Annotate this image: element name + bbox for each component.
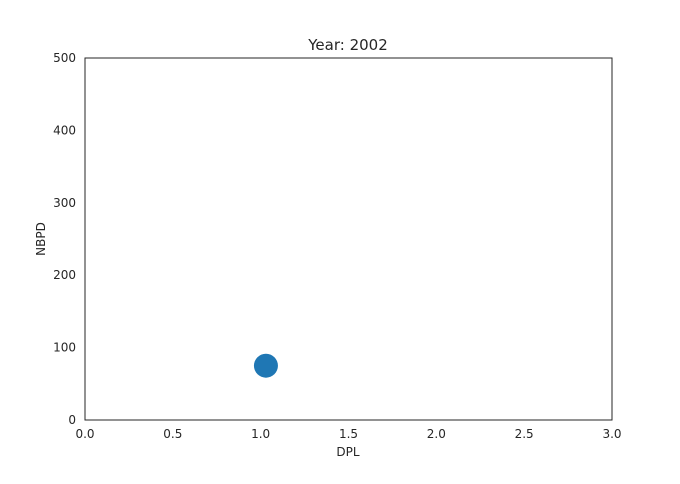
data-point <box>253 353 278 378</box>
y-tick-label: 200 <box>53 268 76 282</box>
x-tick-label: 1.0 <box>251 427 270 441</box>
x-tick-label: 3.0 <box>602 427 621 441</box>
y-axis-label: NBPD <box>34 222 48 256</box>
x-tick-label: 1.5 <box>339 427 358 441</box>
x-axis-ticks: 0.0 0.5 1.0 1.5 2.0 2.5 3.0 <box>75 427 621 441</box>
plot-frame <box>84 57 613 421</box>
y-tick-label: 0 <box>68 413 76 427</box>
y-tick-label: 300 <box>53 196 76 210</box>
data-points <box>253 353 278 378</box>
x-tick-label: 0.5 <box>163 427 182 441</box>
x-tick-label: 0.0 <box>75 427 94 441</box>
x-tick-label: 2.5 <box>515 427 534 441</box>
y-tick-label: 400 <box>53 123 76 137</box>
y-tick-label: 500 <box>53 51 76 65</box>
y-tick-label: 100 <box>53 341 76 355</box>
x-axis-label: DPL <box>336 445 359 459</box>
x-tick-label: 2.0 <box>427 427 446 441</box>
chart-title: Year: 2002 <box>307 36 388 54</box>
y-axis-ticks: 0 100 200 300 400 500 <box>53 51 76 427</box>
